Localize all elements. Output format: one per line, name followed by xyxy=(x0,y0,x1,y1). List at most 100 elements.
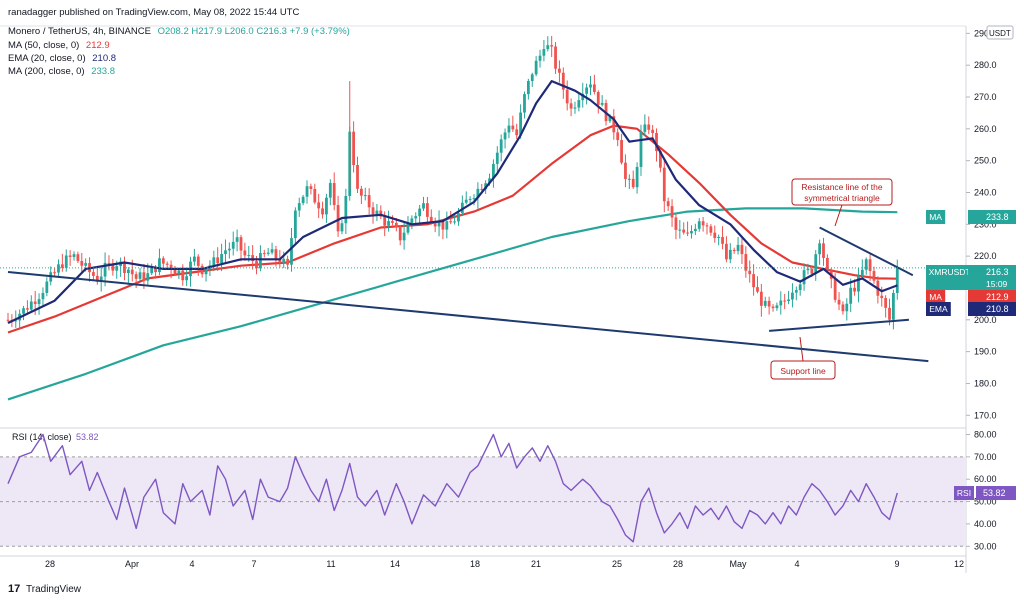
candle-body xyxy=(115,266,119,271)
candle-body xyxy=(340,223,344,232)
candle-body xyxy=(608,116,612,122)
indicator-ma200-value: 233.8 xyxy=(91,66,115,77)
price-grid xyxy=(0,25,967,573)
candle-body xyxy=(336,205,340,232)
ma50-path xyxy=(7,124,898,334)
candle-body xyxy=(394,222,398,228)
price-tick-label: 230.0 xyxy=(974,219,997,229)
ma50-line xyxy=(7,124,898,334)
candle-body xyxy=(22,308,25,314)
candle-body xyxy=(643,124,647,132)
indicator-ma50[interactable]: MA (50, close, 0) 212.9 xyxy=(8,40,110,51)
candle-body xyxy=(84,263,88,266)
candle-body xyxy=(406,222,410,233)
candle-body xyxy=(398,227,402,241)
candle-body xyxy=(682,229,686,233)
time-tick-label: 28 xyxy=(45,559,55,569)
candle-body xyxy=(14,320,18,322)
rsi-tick-label: 60.00 xyxy=(974,474,997,484)
indicator-ema20-label: EMA (20, close, 0) xyxy=(8,53,86,64)
candle-body xyxy=(328,183,332,198)
ma50-price-label-value-bg xyxy=(968,290,1016,304)
candle-body xyxy=(740,244,744,255)
candle-body xyxy=(391,221,394,223)
ema20-price-label-tag: EMA xyxy=(929,304,948,314)
indicator-ema20[interactable]: EMA (20, close, 0) 210.8 xyxy=(8,53,116,64)
candle-body xyxy=(123,261,126,274)
last-price-label-tag: XMRUSDT xyxy=(929,267,971,277)
candle-body xyxy=(787,299,790,302)
branding: 17 TradingView xyxy=(8,583,82,595)
candle-body xyxy=(99,276,103,282)
rsi-value-tag-bg xyxy=(954,486,974,501)
candle-body xyxy=(892,293,895,320)
candle-body xyxy=(445,221,449,230)
currency-label: USDT xyxy=(989,29,1011,38)
ma200-price-label-value-bg xyxy=(968,210,1016,224)
candle-body xyxy=(433,222,437,227)
candle-body xyxy=(600,102,604,105)
rsi-pane: RSI (14, close) 53.82 xyxy=(0,432,966,547)
triangle-support-trendline xyxy=(769,318,910,332)
candle-body xyxy=(744,254,748,271)
candle-body xyxy=(798,284,802,291)
candle-body xyxy=(472,198,476,200)
ma200-price-label-value: 233.8 xyxy=(986,212,1009,222)
candle-body xyxy=(565,89,569,104)
candle-body xyxy=(674,217,678,230)
candle-body xyxy=(375,210,379,215)
candle-body xyxy=(239,237,243,251)
candle-body xyxy=(130,269,134,275)
candle-body xyxy=(791,292,794,300)
candle-body xyxy=(849,287,853,304)
candle-body xyxy=(270,249,274,253)
ma200-price-label-tag: MA xyxy=(929,212,942,222)
candle-body xyxy=(169,264,173,270)
candle-body xyxy=(165,263,169,265)
candle-body xyxy=(837,299,841,305)
candle-body xyxy=(92,272,95,276)
candle-body xyxy=(286,258,289,265)
price-tick-label: 190.0 xyxy=(974,347,997,357)
candle-body xyxy=(317,202,321,209)
candle-body xyxy=(728,249,732,260)
candle-body xyxy=(492,163,495,179)
candle-body xyxy=(860,269,864,277)
price-tick-label: 170.0 xyxy=(974,410,997,420)
candle-body xyxy=(705,225,709,227)
candle-body xyxy=(853,287,856,292)
candle-body xyxy=(134,274,138,279)
candle-body xyxy=(651,129,655,134)
candle-body xyxy=(864,259,868,270)
candle-body xyxy=(503,132,507,140)
candles xyxy=(6,35,899,330)
time-tick-label: 28 xyxy=(673,559,683,569)
candle-body xyxy=(468,198,472,200)
indicator-ema20-value: 210.8 xyxy=(92,53,117,64)
candle-body xyxy=(266,252,270,254)
candle-body xyxy=(810,268,814,274)
candle-body xyxy=(825,257,829,271)
candle-body xyxy=(627,178,631,180)
candle-body xyxy=(631,178,635,188)
candle-body xyxy=(243,250,247,256)
candle-body xyxy=(814,254,818,274)
time-tick-label: 14 xyxy=(390,559,400,569)
candle-body xyxy=(592,84,596,92)
candle-body xyxy=(573,107,577,109)
candle-body xyxy=(321,208,324,215)
candle-body xyxy=(255,261,258,269)
indicator-ma200[interactable]: MA (200, close, 0) 233.8 xyxy=(8,66,115,77)
time-tick-label: 12 xyxy=(954,559,964,569)
rsi-path xyxy=(7,433,898,543)
candle-body xyxy=(383,216,387,226)
rsi-axis: 30.00 40.00 50.00 60.00 70.00 80.00 xyxy=(966,429,997,551)
candle-body xyxy=(558,68,561,73)
candle-body xyxy=(57,264,60,273)
candle-body xyxy=(488,178,491,184)
candle-body xyxy=(542,49,546,56)
candle-body xyxy=(301,196,305,204)
ema20-line xyxy=(7,79,898,324)
candle-body xyxy=(293,210,297,239)
